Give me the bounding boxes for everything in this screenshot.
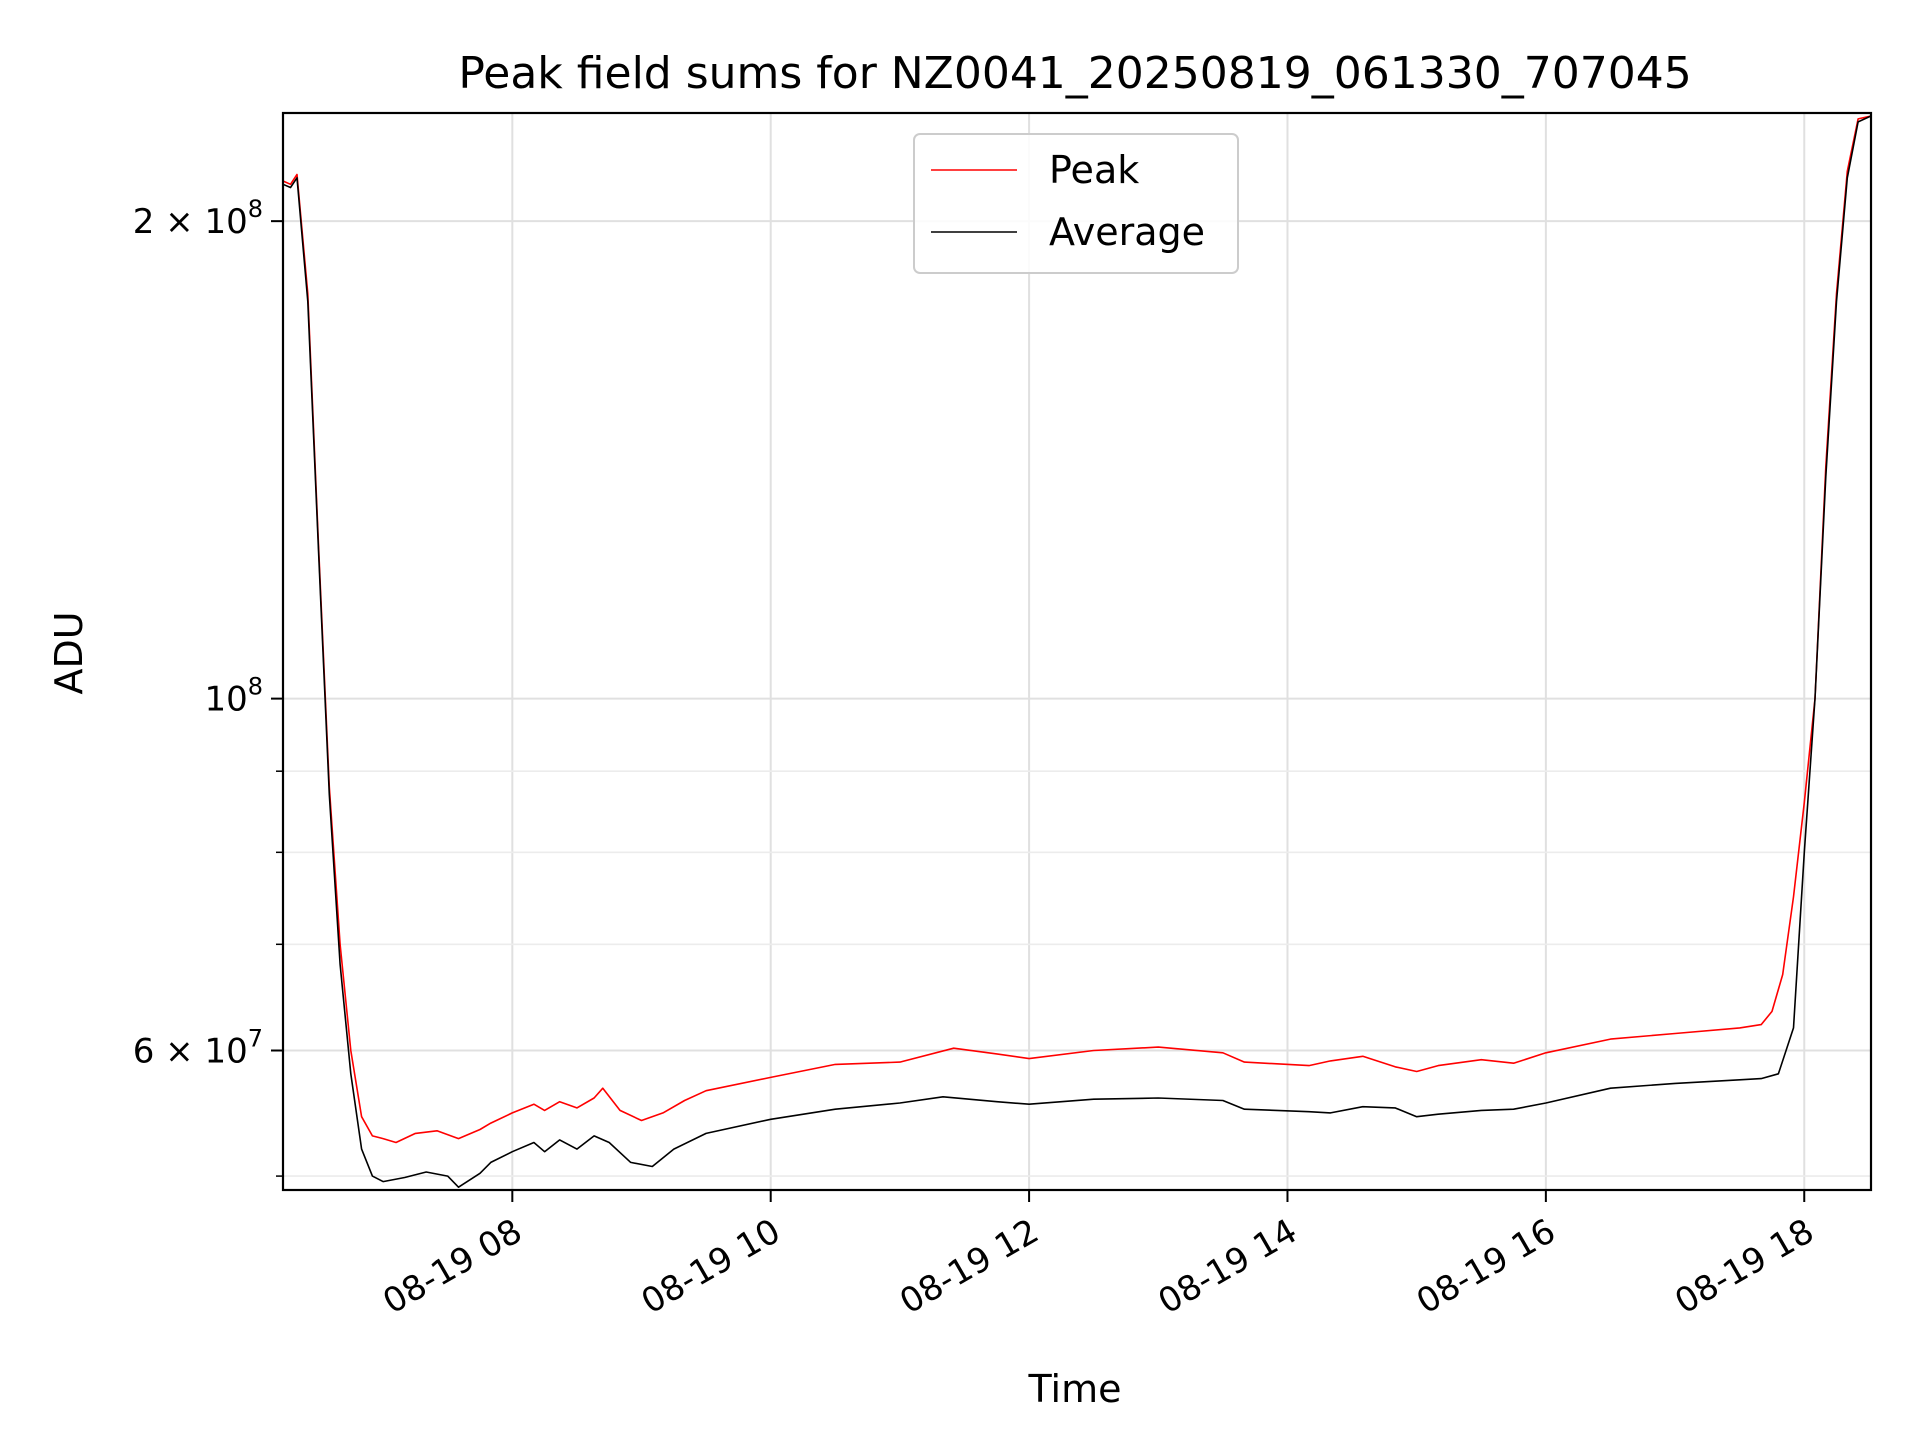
x-axis-label: Time [1028, 1367, 1122, 1411]
plot-frame [281, 111, 1873, 1192]
series-line-peak [283, 115, 1871, 1144]
y-axis-label: ADU [47, 611, 91, 694]
legend-box [913, 133, 1239, 274]
series-line-average [283, 115, 1871, 1188]
legend-label-peak: Peak [1049, 148, 1139, 192]
y-axis: 2 × 108 108 6 × 107 [133, 195, 283, 1177]
legend: Peak Average [913, 133, 1239, 274]
grid [283, 113, 1871, 1190]
y-tick-label: 6 × 107 [133, 1024, 263, 1071]
chart-title: Peak field sums for NZ0041_20250819_0613… [458, 48, 1691, 99]
series-group [283, 115, 1871, 1188]
legend-label-average: Average [1049, 210, 1205, 254]
y-tick-label: 108 [204, 673, 263, 720]
y-tick-label: 2 × 108 [133, 195, 263, 242]
